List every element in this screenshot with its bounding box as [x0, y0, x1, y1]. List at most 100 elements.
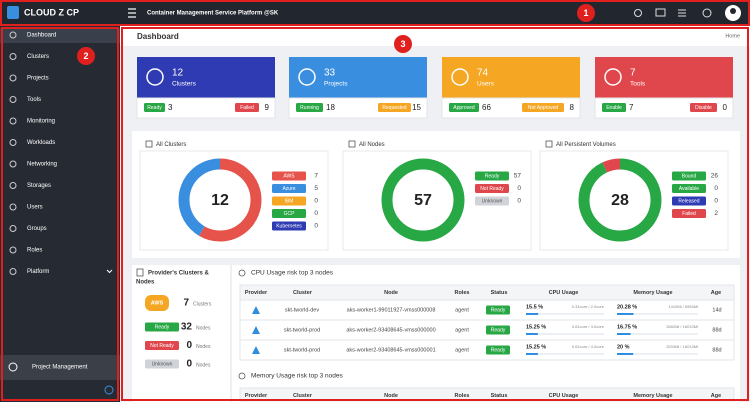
donut-total: 28: [611, 192, 629, 209]
cell-memory: 20 %: [617, 344, 630, 350]
column-header: Cluster: [293, 290, 313, 296]
card-top[interactable]: [137, 57, 275, 98]
card-stat-label-bg: [449, 103, 479, 112]
donut-segment: [578, 158, 662, 242]
nav-item[interactable]: Networking: [27, 162, 57, 168]
nav-item[interactable]: Users: [27, 205, 43, 211]
column-header: Memory Usage: [633, 393, 672, 399]
cell-role: agent: [455, 347, 469, 353]
table-header: [239, 387, 735, 402]
nav-item[interactable]: Platform: [27, 269, 49, 275]
legend-label-bg: [672, 171, 706, 181]
cell-memory-detail: 1410Mi / 6954Mi: [668, 304, 698, 309]
annotation-label: 3: [400, 39, 405, 49]
legend-value: 5: [314, 185, 318, 192]
footer-icon: [8, 362, 18, 372]
active-item: [0, 28, 120, 43]
nav-item[interactable]: Roles: [27, 248, 42, 254]
donut-total: 57: [414, 192, 432, 209]
card-stat-value: 66: [482, 103, 491, 112]
nav-item[interactable]: Workloads: [27, 140, 55, 146]
nav-icon: [9, 225, 17, 232]
column-header: Provider: [245, 290, 268, 296]
card-stat-value: 18: [326, 103, 335, 112]
nav-item[interactable]: Dashboard: [27, 33, 56, 39]
nav-item[interactable]: Storages: [27, 183, 51, 189]
cell-status-bg: [486, 345, 510, 355]
cpu-bar: [526, 333, 538, 335]
card-top[interactable]: [289, 57, 427, 98]
provider-panel: [132, 265, 230, 402]
cluster-unit: Clusters: [193, 301, 212, 307]
memory-bar: [617, 313, 634, 315]
legend-label-bg: [272, 184, 306, 193]
provider-title: Nodes: [136, 280, 155, 286]
card-top[interactable]: [595, 57, 733, 98]
legend-label: Failed: [682, 211, 696, 217]
column-header: Node: [384, 393, 398, 399]
card-icon: [146, 68, 164, 86]
annotation-marker: [394, 35, 412, 53]
legend-value: 2: [714, 210, 718, 217]
nav-item[interactable]: Projects: [27, 76, 49, 82]
card-stat-label: Enable: [606, 105, 622, 111]
legend-label-bg: [475, 171, 509, 181]
nav-icon: [9, 31, 17, 39]
menu-button[interactable]: [128, 8, 136, 18]
card-stat-label-bg: [296, 103, 323, 112]
nav-expand: [106, 269, 113, 274]
column-header: CPU Usage: [549, 290, 579, 296]
cell-status-bg: [486, 305, 510, 315]
cpu-bar-track: [526, 333, 604, 335]
annotation-marker: [77, 47, 95, 65]
provider-logo: [252, 326, 260, 334]
legend-value: 26: [711, 173, 719, 180]
cell-node: aks-worker2-93408645-vmss000001: [346, 347, 435, 353]
card-count: 7: [630, 68, 636, 79]
column-header: Status: [491, 290, 508, 296]
breadcrumb[interactable]: Home: [725, 33, 740, 39]
provider-badge: [145, 295, 169, 311]
nav-item[interactable]: Groups: [27, 226, 47, 232]
cell-status: Ready: [491, 307, 506, 313]
nav-icon: [9, 117, 17, 125]
legend-value: 0: [517, 198, 521, 205]
card-icon: [451, 68, 469, 86]
collapse-button[interactable]: [104, 385, 114, 395]
cell-cpu: 15.25 %: [526, 344, 546, 350]
legend-label-bg: [272, 221, 306, 231]
node-unit: Nodes: [196, 344, 211, 350]
cpu-bar: [526, 353, 538, 355]
cell-age: 88d: [712, 347, 721, 353]
provider-title: Provider's Clusters &: [148, 271, 209, 277]
cell-status-bg: [486, 325, 510, 335]
cell-age: 14d: [712, 307, 721, 313]
nav-item[interactable]: Clusters: [27, 54, 49, 60]
card-top[interactable]: [442, 57, 580, 98]
card-stat-value: 8: [570, 103, 575, 112]
sidebar-footer-label[interactable]: Project Management: [32, 365, 88, 371]
cpu-bar-track: [526, 313, 604, 315]
cell-memory-detail: 3203Mi / 16013Mi: [666, 344, 698, 349]
logo: [7, 6, 19, 19]
card-stat-label: Ready: [147, 105, 162, 111]
donut-icon: [545, 140, 553, 148]
nav-item[interactable]: Monitoring: [27, 119, 55, 125]
legend-label: AWS: [283, 173, 295, 179]
nav-icon: [9, 203, 17, 211]
legend-value: 0: [517, 185, 521, 192]
cell-node: aks-worker2-93408645-vmss000000: [346, 327, 435, 333]
annotation-label: 1: [583, 8, 588, 18]
donut-title: All Persistent Volumes: [556, 142, 616, 148]
header-title: Container Management Service Platform @S…: [147, 11, 279, 17]
cell-cluster: skt-tworld-dev: [285, 307, 319, 313]
content: 1 2 3 Dashboard Clusters Projects Tools Monitor…: [8, 4, 735, 402]
nav-item[interactable]: Tools: [27, 97, 41, 103]
header-icons[interactable]: [634, 8, 712, 18]
card-count: 33: [324, 68, 336, 79]
legend-label-bg: [475, 184, 509, 193]
node-status-bg: [145, 322, 179, 332]
